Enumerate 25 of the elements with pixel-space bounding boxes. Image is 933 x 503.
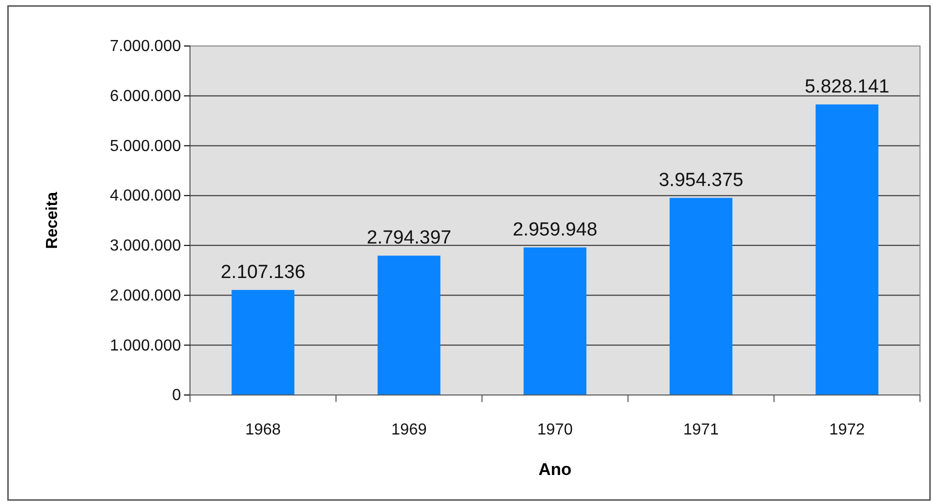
x-tick-label: 1968 bbox=[245, 421, 281, 438]
data-label: 3.954.375 bbox=[658, 170, 744, 191]
data-label: 5.828.141 bbox=[804, 76, 890, 98]
y-tick-label: 3.000.000 bbox=[110, 238, 182, 255]
bar bbox=[232, 290, 294, 395]
bar bbox=[378, 256, 440, 395]
x-tick-label: 1969 bbox=[391, 421, 427, 438]
data-label: 2.107.136 bbox=[220, 262, 306, 283]
y-axis-title: Receita bbox=[44, 192, 61, 249]
x-tick-label: 1972 bbox=[829, 421, 865, 438]
y-tick-label: 6.000.000 bbox=[110, 88, 182, 105]
y-tick-label: 4.000.000 bbox=[110, 188, 182, 205]
data-label: 2.959.948 bbox=[512, 219, 598, 240]
bar bbox=[816, 104, 878, 395]
x-tick-label: 1970 bbox=[537, 421, 573, 438]
y-tick-label: 7.000.000 bbox=[110, 38, 182, 56]
y-tick-label: 2.000.000 bbox=[110, 287, 182, 304]
x-axis-title: Ano bbox=[538, 460, 572, 479]
y-tick-label: 1.000.000 bbox=[110, 337, 182, 354]
bar bbox=[524, 247, 586, 395]
y-tick-label: 5.000.000 bbox=[110, 138, 182, 155]
bar bbox=[670, 198, 732, 395]
x-tick-label: 1971 bbox=[683, 421, 719, 438]
data-label: 2.794.397 bbox=[366, 228, 452, 249]
y-tick-label: 0 bbox=[172, 387, 182, 404]
